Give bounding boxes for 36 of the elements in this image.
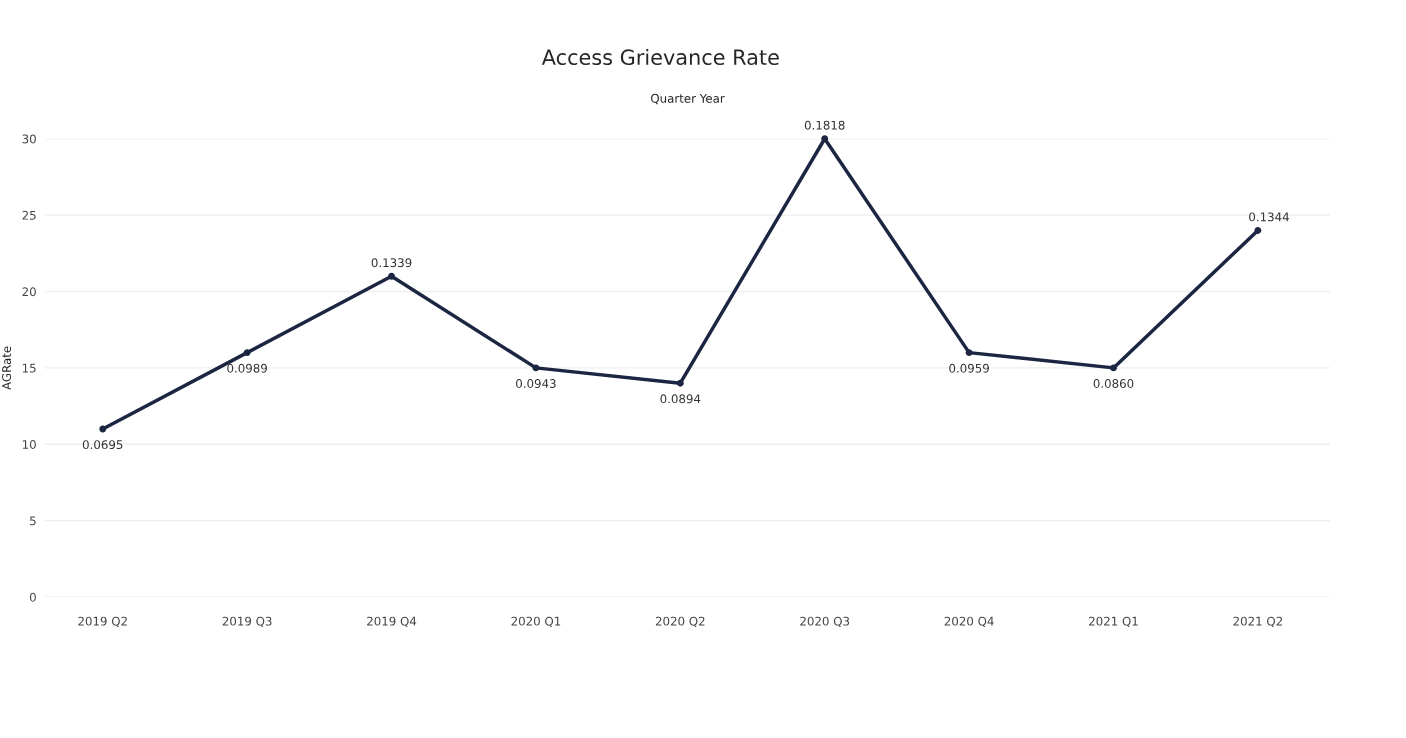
y-tick-label: 15: [22, 363, 36, 373]
annotation: 0.1818: [804, 120, 845, 130]
x-tick-label: 2020 Q2: [655, 616, 705, 627]
annotation: 0.0943: [516, 379, 556, 388]
x-tick-label: 2019 Q3: [222, 616, 272, 627]
x-tick-label: 2021 Q1: [1089, 616, 1138, 627]
annotation: 0.0989: [227, 363, 267, 373]
annotation: 0.0959: [949, 363, 989, 373]
point: [99, 425, 107, 433]
x-axis-title: Quarter Year: [651, 93, 725, 105]
y-tick-label: 5: [30, 516, 36, 526]
annotation: 0.1339: [371, 258, 412, 268]
y-tick-label: 0: [29, 592, 36, 602]
x-tick-label: 2019 Q4: [367, 616, 417, 627]
annotation: 0.1344: [1249, 212, 1289, 222]
y-axis-title: AGRate: [2, 346, 12, 390]
y-tick-label: 30: [22, 134, 36, 144]
x-tick-label: 2020 Q4: [944, 616, 994, 627]
point: [388, 272, 395, 280]
annotation: 0.0695: [82, 440, 123, 450]
x-tick-label: 2021 Q2: [1233, 616, 1282, 627]
chart-title: Access Grievance Rate: [541, 48, 779, 66]
point: [676, 379, 684, 387]
point: [821, 135, 829, 143]
y-tick-label: 20: [22, 287, 36, 297]
x-tick-label: 2020 Q1: [511, 616, 561, 627]
x-tick-label: 2020 Q3: [800, 616, 850, 627]
y-tick-label: 10: [22, 440, 36, 449]
point: [1254, 226, 1262, 234]
y-tick-label: 25: [22, 210, 36, 220]
annotation: 0.0860: [1093, 379, 1134, 388]
annotation: 0.0894: [660, 394, 701, 404]
point: [1110, 364, 1117, 372]
point: [243, 349, 251, 357]
x-tick-label: 2019 Q2: [78, 616, 127, 627]
point: [965, 349, 973, 357]
